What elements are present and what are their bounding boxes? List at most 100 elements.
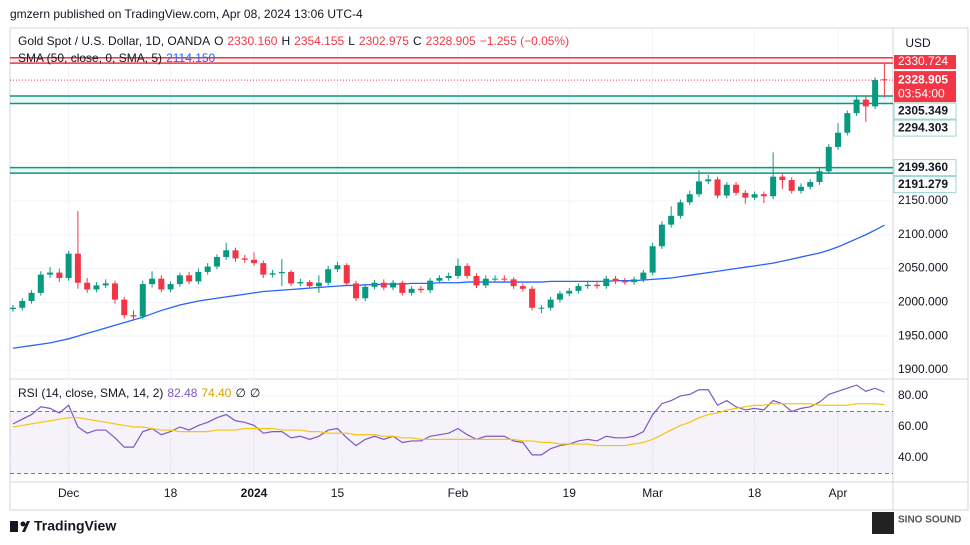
legend-text: 82.48 bbox=[167, 386, 197, 400]
candle-body bbox=[519, 286, 526, 289]
candle-body bbox=[56, 272, 63, 278]
candle-body bbox=[408, 288, 415, 293]
y-tick-label: 2000.000 bbox=[898, 294, 948, 308]
candle-body bbox=[538, 307, 545, 309]
currency[interactable]: USD bbox=[905, 36, 931, 50]
candle-body bbox=[306, 282, 313, 287]
candle-body bbox=[501, 278, 508, 280]
candle-body bbox=[241, 258, 248, 260]
y-tick-label: 1950.000 bbox=[898, 328, 948, 342]
candle-body bbox=[547, 299, 554, 308]
candle-body bbox=[723, 184, 730, 196]
legend-text: 2114.150 bbox=[166, 51, 215, 65]
candle-body bbox=[288, 271, 295, 284]
candle-body bbox=[640, 272, 647, 280]
candle-body bbox=[464, 265, 471, 276]
candle-body bbox=[223, 250, 230, 258]
candle-body bbox=[751, 194, 758, 198]
candle-body bbox=[529, 288, 536, 308]
candle-body bbox=[454, 265, 461, 276]
legend-text: ∅ bbox=[250, 386, 260, 400]
legend-text: ∅ bbox=[235, 386, 245, 400]
currency-box[interactable] bbox=[900, 32, 936, 54]
candle-body bbox=[677, 202, 684, 216]
legend-text: Gold Spot / U.S. Dollar, 1D, OANDA bbox=[18, 34, 210, 48]
candle-body bbox=[149, 278, 156, 285]
candle-body bbox=[566, 290, 573, 294]
candle-body bbox=[714, 179, 721, 196]
candle-body bbox=[102, 283, 109, 286]
candle-body bbox=[807, 182, 814, 187]
zone-label-box bbox=[893, 119, 957, 137]
candle-body bbox=[47, 272, 54, 275]
x-tick-label: 2024 bbox=[241, 486, 268, 500]
candle-body bbox=[139, 284, 146, 317]
candle-body bbox=[853, 99, 860, 114]
candle-body bbox=[121, 299, 128, 316]
candle-body bbox=[176, 275, 183, 285]
watermark: SINO SOUND bbox=[898, 515, 961, 526]
candle-body bbox=[315, 282, 322, 287]
brand-logo bbox=[10, 521, 30, 532]
candle-body bbox=[10, 307, 16, 310]
top-label: 2330.724 bbox=[898, 54, 948, 68]
y-tick-label: 2100.000 bbox=[898, 227, 948, 241]
x-tick-label: 18 bbox=[164, 486, 178, 500]
last-price: 2328.905 bbox=[898, 72, 948, 86]
candle-body bbox=[482, 278, 489, 286]
candle-body bbox=[510, 279, 517, 287]
legend-text: 2328.905 bbox=[426, 34, 476, 48]
candle-body bbox=[195, 271, 202, 282]
candle-body bbox=[584, 284, 591, 287]
candle-body bbox=[158, 278, 165, 290]
zone-label: 2199.360 bbox=[898, 160, 948, 174]
zone bbox=[10, 96, 893, 104]
x-tick-label: Dec bbox=[58, 486, 79, 500]
y-tick-label: 1900.000 bbox=[898, 362, 948, 376]
candle-body bbox=[779, 176, 786, 181]
candle-body bbox=[390, 282, 397, 288]
zone-label: 2305.349 bbox=[898, 103, 948, 117]
candle-body bbox=[84, 282, 91, 290]
candle-body bbox=[362, 286, 369, 299]
candle-body bbox=[65, 253, 72, 278]
legend-text: −1.255 (−0.05%) bbox=[480, 34, 569, 48]
candle-body bbox=[594, 284, 601, 287]
y-tick-label: 80.00 bbox=[898, 388, 928, 402]
countdown: 03:54:00 bbox=[898, 86, 945, 100]
x-tick-label: 15 bbox=[331, 486, 345, 500]
candle-body bbox=[658, 224, 665, 247]
candle-body bbox=[705, 179, 712, 182]
candle-body bbox=[334, 265, 341, 270]
candle-body bbox=[251, 259, 258, 264]
candle-body bbox=[473, 275, 480, 286]
candle-body bbox=[167, 284, 174, 290]
legend-text: 74.40 bbox=[201, 386, 231, 400]
candle-body bbox=[111, 283, 118, 300]
candle-body bbox=[343, 265, 350, 284]
candle-body bbox=[668, 215, 675, 225]
candle-body bbox=[297, 282, 304, 284]
y-tick-label: 2150.000 bbox=[898, 193, 948, 207]
candle-body bbox=[835, 132, 842, 147]
candle-body bbox=[825, 146, 832, 172]
candle-body bbox=[881, 79, 888, 81]
candle-body bbox=[575, 286, 582, 291]
publish-note: gmzern published on TradingView.com, Apr… bbox=[10, 7, 363, 21]
candle-body bbox=[399, 282, 406, 293]
zone bbox=[10, 57, 893, 64]
legend-text: L bbox=[348, 34, 355, 48]
candle-body bbox=[445, 275, 452, 278]
candle-body bbox=[19, 300, 26, 308]
candle-body bbox=[797, 186, 804, 191]
x-tick-label: Feb bbox=[448, 486, 469, 500]
candle-body bbox=[37, 274, 44, 293]
candle-body bbox=[232, 250, 239, 259]
candle-body bbox=[631, 279, 638, 283]
rsi-line bbox=[12, 403, 885, 447]
x-tick-label: Mar bbox=[642, 486, 663, 500]
top-label-box bbox=[894, 55, 956, 69]
zone-label: 2294.303 bbox=[898, 120, 948, 134]
